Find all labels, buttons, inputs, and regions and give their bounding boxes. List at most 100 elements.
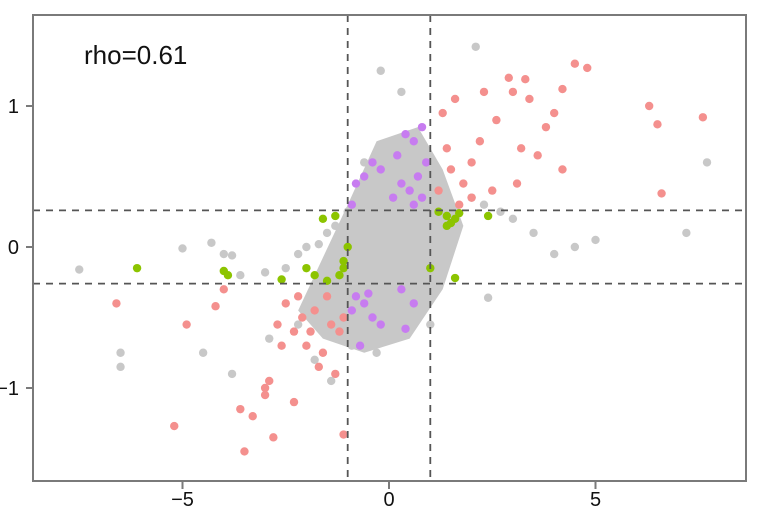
data-point	[516, 144, 526, 153]
data-point	[393, 151, 402, 160]
data-point	[521, 75, 530, 84]
data-point	[644, 101, 654, 111]
data-point	[550, 108, 559, 118]
data-point	[533, 151, 542, 160]
data-point	[289, 397, 299, 407]
data-point	[360, 158, 369, 167]
data-point	[455, 208, 464, 218]
data-point	[558, 84, 567, 94]
data-point	[401, 324, 410, 333]
data-point	[198, 348, 208, 357]
data-point	[289, 327, 299, 336]
data-point	[442, 211, 452, 221]
data-point	[326, 320, 336, 329]
y-tick-label: 0	[8, 237, 19, 259]
data-point	[236, 404, 245, 414]
data-point	[75, 265, 84, 274]
data-point	[467, 193, 476, 202]
data-point	[314, 362, 323, 372]
data-point	[483, 211, 493, 221]
data-point	[459, 179, 468, 188]
data-point	[496, 207, 505, 216]
data-point	[570, 242, 580, 252]
data-point	[653, 120, 662, 129]
threshold-lines	[33, 15, 746, 481]
data-point	[434, 271, 443, 280]
data-point	[442, 228, 452, 238]
data-point	[132, 263, 142, 273]
data-point	[116, 362, 125, 372]
data-point	[409, 200, 418, 209]
data-point	[591, 235, 600, 245]
data-point	[314, 239, 323, 249]
data-point	[351, 179, 361, 188]
data-point	[260, 390, 270, 400]
data-point	[446, 218, 456, 228]
data-point	[298, 313, 307, 322]
data-point	[335, 327, 344, 336]
data-point	[450, 273, 460, 283]
data-point	[446, 165, 456, 174]
data-point	[434, 186, 443, 195]
data-point	[483, 293, 493, 302]
data-point	[409, 137, 418, 146]
data-point	[335, 271, 344, 280]
data-point	[455, 200, 464, 209]
y-axis: 1 0 −1	[0, 96, 33, 400]
data-point	[529, 228, 538, 238]
dense-core-cloud	[298, 127, 464, 353]
correlation-annotation: rho=0.61	[84, 40, 187, 70]
data-point	[541, 122, 551, 132]
data-point	[306, 327, 315, 336]
data-point	[265, 376, 274, 386]
data-point	[260, 383, 270, 393]
data-point	[508, 87, 518, 97]
data-point	[355, 214, 365, 223]
data-point	[388, 193, 398, 202]
data-point	[347, 341, 357, 350]
data-point	[248, 412, 257, 421]
data-point	[293, 292, 303, 301]
data-point	[401, 249, 410, 259]
data-point	[339, 313, 348, 322]
data-point	[372, 348, 381, 357]
data-point	[281, 263, 290, 273]
data-point	[413, 172, 423, 181]
data-point	[207, 238, 216, 247]
data-point	[170, 421, 179, 431]
x-tick-label: 5	[590, 489, 601, 511]
data-point	[240, 447, 249, 456]
data-point	[339, 263, 348, 273]
data-point	[409, 299, 418, 308]
x-tick-label: −5	[171, 489, 194, 511]
data-point	[326, 376, 336, 386]
data-point	[479, 87, 489, 97]
data-point	[219, 285, 228, 294]
data-point	[347, 200, 357, 209]
series-x-significant-only	[132, 207, 493, 286]
data-point	[269, 433, 278, 442]
data-point	[372, 256, 381, 266]
data-point	[331, 221, 340, 231]
data-point	[421, 214, 431, 223]
data-point	[405, 186, 414, 195]
data-point	[347, 306, 357, 315]
data-point	[525, 94, 534, 104]
data-point	[409, 263, 418, 273]
data-point	[426, 320, 435, 329]
data-point	[364, 289, 373, 298]
data-point	[512, 179, 522, 188]
data-point	[368, 313, 377, 322]
data-point	[302, 242, 311, 252]
data-point	[219, 266, 228, 276]
data-point	[570, 59, 580, 68]
x-axis: −5 0 5	[171, 481, 601, 511]
data-point	[657, 189, 666, 198]
data-point	[504, 73, 513, 83]
data-point	[508, 214, 518, 223]
data-point	[310, 306, 319, 315]
data-point	[331, 211, 340, 221]
data-point	[318, 214, 328, 223]
data-point	[421, 158, 431, 167]
data-point	[331, 369, 340, 379]
